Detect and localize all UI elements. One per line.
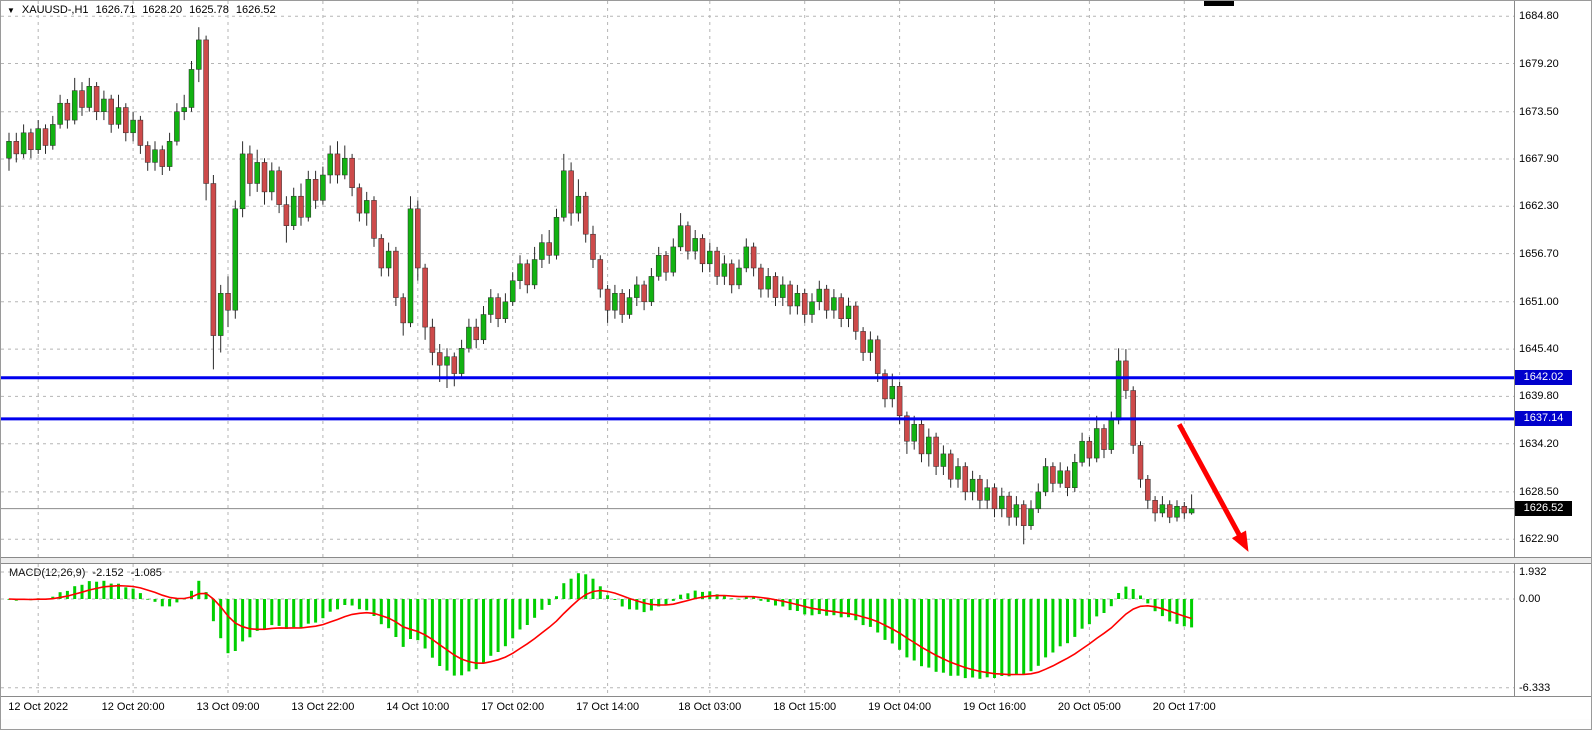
macd-main-value: -2.152 [92, 567, 124, 579]
time-axis-label: 17 Oct 14:00 [576, 701, 640, 713]
panel-splitter[interactable] [1, 557, 1591, 564]
time-axis-label: 13 Oct 09:00 [196, 701, 260, 713]
macd-axis-label: 0.00 [1519, 593, 1541, 605]
time-axis-label: 17 Oct 02:00 [481, 701, 545, 713]
time-axis[interactable]: 12 Oct 2022 12 Oct 20:00 13 Oct 09:00 13 Oc… [1, 697, 1591, 719]
price-axis-label: 1634.20 [1519, 437, 1559, 450]
ohlc-low: 1625.78 [189, 4, 229, 16]
symbol-info: ▼ XAUUSD-,H1 1626.71 1628.20 1625.78 162… [7, 4, 276, 16]
macd-signal-value: -1.085 [130, 567, 162, 579]
price-axis-label: 1667.90 [1519, 153, 1559, 165]
time-axis-label: 12 Oct 20:00 [101, 701, 165, 713]
macd-axis-label: -6.333 [1519, 681, 1551, 694]
symbol-label: XAUUSD-,H1 [21, 4, 89, 16]
macd-indicator-label: MACD(12,26,9) -2.152 -1.085 [9, 567, 162, 579]
time-axis-label: 20 Oct 05:00 [1057, 701, 1121, 713]
time-axis-label: 14 Oct 10:00 [386, 701, 450, 713]
price-axis-label: 1645.40 [1519, 343, 1559, 356]
price-axis-label: 1673.50 [1519, 105, 1559, 118]
trend-arrow-head [1231, 530, 1249, 552]
price-axis-label: 1628.50 [1519, 485, 1559, 498]
price-axis-label: 1656.70 [1519, 247, 1559, 260]
bottom-strip [1, 719, 1591, 729]
price-axis-label: 1639.80 [1519, 390, 1559, 403]
macd-grid [1, 564, 1514, 696]
macd-axis-label: 1.932 [1519, 565, 1547, 578]
candlestick-chart[interactable] [1, 1, 1514, 558]
time-axis-label: 19 Oct 16:00 [963, 701, 1026, 713]
ohlc-close: 1626.52 [235, 4, 276, 16]
trend-arrow[interactable] [1177, 423, 1246, 545]
price-axis-label: 1662.30 [1519, 200, 1559, 213]
time-axis-label: 19 Oct 04:00 [868, 701, 932, 713]
macd-histogram [7, 573, 1194, 679]
grid [1, 1, 1514, 558]
time-axis-label: 20 Oct 17:00 [1152, 701, 1216, 713]
price-axis[interactable]: 1684.80 1679.20 1673.50 1667.90 1662.30 1656.… [1514, 1, 1591, 696]
price-axis-label: 1684.80 [1519, 10, 1559, 23]
time-axis-label: 18 Oct 15:00 [773, 701, 837, 713]
time-axis-label: 18 Oct 03:00 [678, 701, 742, 713]
top-marker [1204, 1, 1234, 6]
macd-panel[interactable] [1, 564, 1514, 696]
current-price-badge: 1626.52 [1515, 500, 1572, 516]
price-level-badge: 1637.14 [1515, 410, 1572, 426]
symbol-dropdown-icon[interactable]: ▼ [7, 5, 15, 15]
macd-name: MACD(12,26,9) [9, 567, 86, 579]
price-axis-label: 1679.20 [1519, 57, 1559, 70]
time-axis-label: 13 Oct 22:00 [291, 701, 355, 713]
price-axis-label: 1651.00 [1519, 295, 1559, 308]
macd-signal-line [8, 584, 1192, 676]
candles [6, 27, 1195, 545]
ohlc-high: 1628.20 [142, 4, 183, 16]
time-axis-label: 12 Oct 2022 [8, 701, 69, 713]
price-level-badge: 1642.02 [1515, 369, 1572, 385]
price-axis-label: 1622.90 [1519, 533, 1559, 546]
ohlc-open: 1626.71 [95, 4, 136, 16]
time-axis-divider [1, 696, 1591, 697]
